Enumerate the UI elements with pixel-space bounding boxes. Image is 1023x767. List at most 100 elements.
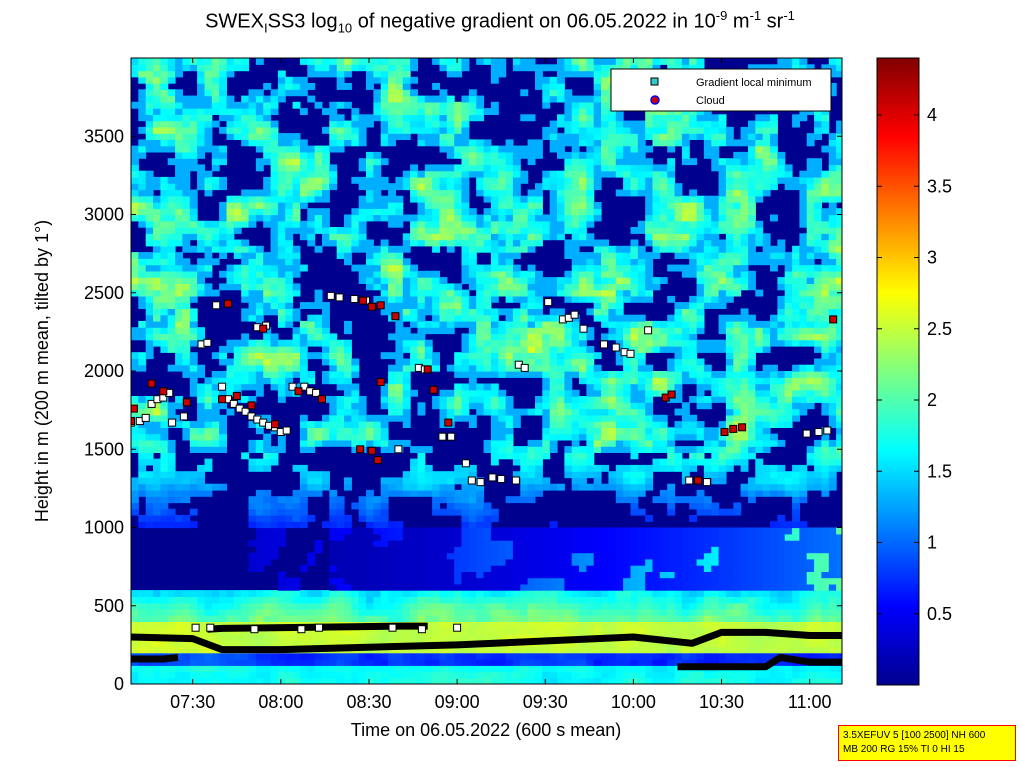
heatmap-cell <box>329 552 338 560</box>
heatmap-cell <box>490 364 499 372</box>
heatmap-cell <box>630 546 639 554</box>
heatmap-cell <box>402 677 411 684</box>
heatmap-cell <box>454 358 463 366</box>
heatmap-cell <box>314 195 323 203</box>
heatmap-cell <box>277 145 286 153</box>
heatmap-cell <box>637 189 646 197</box>
heatmap-cell <box>549 446 558 453</box>
heatmap-cell <box>175 483 183 491</box>
heatmap-cell <box>366 583 374 591</box>
heatmap-cell <box>226 640 235 648</box>
heatmap-cell <box>535 552 543 560</box>
heatmap-cell <box>476 396 485 403</box>
heatmap-cell <box>505 408 514 416</box>
heatmap-cell <box>579 352 587 360</box>
heatmap-cell <box>380 583 389 591</box>
heatmap-cell <box>505 289 514 297</box>
heatmap-cell <box>512 646 521 654</box>
heatmap-cell <box>182 195 191 203</box>
heatmap-cell <box>483 145 492 153</box>
heatmap-cell <box>226 371 235 378</box>
heatmap-cell <box>329 652 338 660</box>
heatmap-cell <box>197 76 205 84</box>
heatmap-cell <box>255 195 264 203</box>
heatmap-cell <box>292 577 301 585</box>
heatmap-cell <box>248 108 257 115</box>
heatmap-cell <box>549 320 558 328</box>
heatmap-cell <box>197 289 205 297</box>
heatmap-cell <box>322 64 330 72</box>
heatmap-cell <box>373 70 382 78</box>
heatmap-cell <box>167 289 176 297</box>
heatmap-cell <box>299 183 308 191</box>
heatmap-cell <box>366 659 374 666</box>
heatmap-cell <box>623 640 631 648</box>
heatmap-cell <box>593 646 602 654</box>
heatmap-cell <box>153 640 161 648</box>
heatmap-cell <box>366 239 374 247</box>
heatmap-cell <box>285 671 294 679</box>
heatmap-cell <box>344 652 352 660</box>
heatmap-cell <box>601 427 609 435</box>
heatmap-cell <box>160 270 169 278</box>
heatmap-cell <box>454 646 463 654</box>
heatmap-cell <box>637 602 646 610</box>
heatmap-cell <box>366 83 374 90</box>
heatmap-cell <box>586 139 595 147</box>
heatmap-cell <box>645 189 654 197</box>
heatmap-cell <box>299 471 308 479</box>
heatmap-cell <box>579 283 587 291</box>
heatmap-cell <box>204 89 213 97</box>
heatmap-cell <box>557 414 565 422</box>
heatmap-cell <box>366 120 374 128</box>
heatmap-cell <box>557 220 565 228</box>
heatmap-cell <box>255 258 264 266</box>
heatmap-cell <box>637 552 646 560</box>
heatmap-cell <box>131 333 139 341</box>
heatmap-cell <box>241 665 250 673</box>
heatmap-cell <box>505 615 514 622</box>
heatmap-cell <box>417 233 426 241</box>
heatmap-cell <box>138 439 147 447</box>
heatmap-cell <box>233 283 242 291</box>
heatmap-cell <box>351 208 360 216</box>
heatmap-cell <box>380 571 389 579</box>
heatmap-cell <box>557 320 565 328</box>
heatmap-cell <box>593 590 602 597</box>
heatmap-cell <box>623 64 631 72</box>
heatmap-cell <box>153 483 161 491</box>
heatmap-cell <box>380 633 389 641</box>
heatmap-cell <box>358 552 367 560</box>
heatmap-cell <box>586 202 595 209</box>
heatmap-cell <box>299 489 308 497</box>
heatmap-cell <box>446 396 455 403</box>
heatmap-cell <box>505 496 514 504</box>
heatmap-cell <box>630 133 639 140</box>
heatmap-cell <box>226 596 235 604</box>
heatmap-cell <box>630 677 639 684</box>
heatmap-cell <box>476 295 485 303</box>
heatmap-cell <box>512 208 521 216</box>
heatmap-cell <box>292 170 301 178</box>
heatmap-cell <box>476 333 485 341</box>
heatmap-cell <box>292 101 301 109</box>
heatmap-cell <box>579 621 587 629</box>
heatmap-cell <box>197 170 205 178</box>
heatmap-cell <box>322 421 330 428</box>
heatmap-cell <box>322 471 330 479</box>
heatmap-cell <box>167 452 176 460</box>
heatmap-cell <box>586 659 595 666</box>
heatmap-cell <box>505 452 514 460</box>
heatmap-cell <box>542 633 551 641</box>
heatmap-cell <box>160 252 169 259</box>
heatmap-cell <box>505 602 514 610</box>
heatmap-cell <box>645 558 654 566</box>
heatmap-cell <box>329 571 338 579</box>
heatmap-cell <box>593 533 602 541</box>
heatmap-cell <box>175 320 183 328</box>
heatmap-cell <box>564 414 573 422</box>
heatmap-cell <box>410 665 418 673</box>
heatmap-cell <box>468 339 477 347</box>
heatmap-cell <box>490 58 499 65</box>
heatmap-cell <box>564 389 573 397</box>
